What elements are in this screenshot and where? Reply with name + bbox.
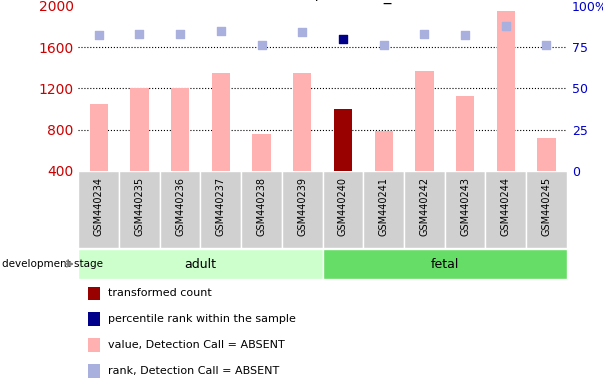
Text: percentile rank within the sample: percentile rank within the sample — [108, 314, 295, 324]
Text: GSM440238: GSM440238 — [256, 177, 267, 236]
Point — [338, 36, 348, 42]
Bar — [334, 109, 352, 171]
Text: GSM440234: GSM440234 — [93, 177, 104, 236]
Bar — [160, 171, 200, 248]
Text: GSM440237: GSM440237 — [216, 177, 226, 236]
Bar — [88, 364, 100, 378]
Text: transformed count: transformed count — [108, 288, 212, 298]
Bar — [200, 171, 241, 248]
Bar — [293, 73, 311, 171]
Bar — [444, 171, 485, 248]
Text: fetal: fetal — [431, 258, 459, 270]
Bar — [78, 171, 119, 248]
Point — [216, 28, 226, 34]
Text: development stage: development stage — [2, 259, 103, 269]
Point — [379, 42, 388, 48]
Bar — [374, 131, 393, 171]
Text: GSM440244: GSM440244 — [500, 177, 511, 236]
Point — [501, 23, 511, 29]
Bar — [485, 171, 526, 248]
Text: value, Detection Call = ABSENT: value, Detection Call = ABSENT — [108, 340, 285, 350]
Text: GSM440245: GSM440245 — [541, 177, 552, 236]
Text: GSM440236: GSM440236 — [175, 177, 185, 236]
Bar — [323, 171, 363, 248]
Bar — [404, 171, 444, 248]
Text: GSM440243: GSM440243 — [460, 177, 470, 236]
Bar — [88, 338, 100, 352]
Point — [420, 31, 429, 37]
Bar — [241, 171, 282, 248]
Bar — [497, 11, 515, 171]
Bar — [537, 138, 555, 171]
Bar — [88, 313, 100, 326]
Bar — [171, 88, 189, 171]
Title: GDS3814 / 241978_at: GDS3814 / 241978_at — [239, 0, 406, 4]
Point — [94, 32, 104, 38]
Text: GSM440240: GSM440240 — [338, 177, 348, 236]
Bar — [78, 249, 323, 279]
Bar — [130, 88, 148, 171]
Text: rank, Detection Call = ABSENT: rank, Detection Call = ABSENT — [108, 366, 279, 376]
Bar — [323, 249, 567, 279]
Bar — [363, 171, 404, 248]
Point — [460, 32, 470, 38]
Text: GSM440242: GSM440242 — [419, 177, 429, 236]
Point — [297, 29, 307, 35]
Point — [257, 42, 267, 48]
Point — [541, 42, 551, 48]
Bar — [90, 104, 108, 171]
Text: GSM440241: GSM440241 — [379, 177, 389, 236]
Text: GSM440239: GSM440239 — [297, 177, 308, 236]
Bar — [88, 286, 100, 300]
Bar — [526, 171, 567, 248]
Bar — [415, 71, 434, 171]
Text: adult: adult — [185, 258, 216, 270]
Bar — [212, 73, 230, 171]
Bar — [253, 134, 271, 171]
Point — [134, 31, 144, 37]
Bar — [282, 171, 323, 248]
Bar — [456, 96, 474, 171]
Bar — [119, 171, 160, 248]
Point — [175, 31, 185, 37]
Text: GSM440235: GSM440235 — [134, 177, 145, 236]
